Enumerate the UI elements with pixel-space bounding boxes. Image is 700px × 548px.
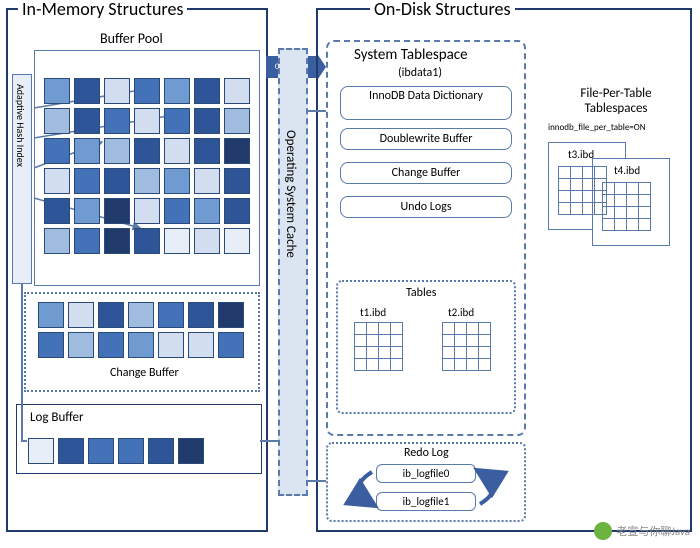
buffer-cell [104, 138, 130, 164]
t1-ibd: t1.ibd [360, 306, 386, 319]
buffer-cell [38, 302, 64, 328]
redo-arrows [336, 458, 516, 518]
buffer-cell [178, 438, 204, 464]
sys-ts-title: System Tablespace [354, 46, 468, 64]
buffer-cell [74, 78, 100, 104]
undo-logs: Undo Logs [340, 196, 512, 218]
buffer-cell [188, 302, 214, 328]
os-cache-label: Operating System Cache [283, 130, 298, 258]
buffer-cell [164, 108, 190, 134]
buffer-cell [44, 108, 70, 134]
buffer-cell [134, 78, 160, 104]
buffer-cell [164, 168, 190, 194]
buffer-cell [224, 228, 250, 254]
buffer-cell [104, 78, 130, 104]
connector [21, 400, 23, 440]
buffer-cell [104, 198, 130, 224]
buffer-cell [194, 198, 220, 224]
on-disk-title: On-Disk Structures [370, 0, 515, 20]
buffer-pool-title: Buffer Pool [100, 30, 163, 47]
buffer-cell [134, 168, 160, 194]
buffer-cell [134, 138, 160, 164]
buffer-cell [164, 78, 190, 104]
buffer-cell [88, 438, 114, 464]
buffer-cell [74, 108, 100, 134]
t2-ibd: t2.ibd [448, 306, 474, 319]
buffer-cell [128, 332, 154, 358]
connector [21, 440, 27, 442]
connector [308, 480, 326, 482]
buffer-cell [194, 168, 220, 194]
t3-ibd: t3.ibd [568, 148, 594, 161]
buffer-cell [58, 438, 84, 464]
buffer-cell [44, 78, 70, 104]
sys-change-buffer: Change Buffer [340, 162, 512, 184]
watermark: 老宣与你聊Java [594, 522, 690, 540]
buffer-cell [224, 198, 250, 224]
innodb-data-dictionary: InnoDB Data Dictionary [340, 86, 512, 120]
buffer-cell [98, 302, 124, 328]
buffer-cell [224, 168, 250, 194]
buffer-cell [44, 228, 70, 254]
buffer-cell [68, 332, 94, 358]
t4-ibd: t4.ibd [614, 164, 640, 177]
tables-label: Tables [406, 286, 436, 300]
buffer-cell [74, 168, 100, 194]
buffer-cell [134, 108, 160, 134]
in-memory-title: In-Memory Structures [18, 0, 187, 20]
buffer-cell [164, 228, 190, 254]
buffer-cell [28, 438, 54, 464]
connector [308, 110, 326, 112]
buffer-cell [224, 138, 250, 164]
doublewrite-buffer: Doublewrite Buffer [340, 128, 512, 150]
t4-grid [602, 182, 651, 231]
buffer-cell [134, 198, 160, 224]
buffer-cell [194, 78, 220, 104]
t1-grid [354, 322, 403, 371]
watermark-text: 老宣与你聊Java [616, 523, 690, 539]
connector [260, 440, 278, 442]
buffer-cell [104, 228, 130, 254]
buffer-cell [188, 332, 214, 358]
buffer-cell [218, 302, 244, 328]
buffer-cell [74, 198, 100, 224]
buffer-cell [194, 138, 220, 164]
connector [21, 284, 23, 402]
buffer-cell [68, 302, 94, 328]
os-cache-box [278, 48, 308, 496]
buffer-cell [74, 138, 100, 164]
buffer-cell [164, 198, 190, 224]
ahi-label: Adaptive Hash Index [14, 84, 27, 167]
buffer-cell [158, 332, 184, 358]
buffer-cell [194, 108, 220, 134]
buffer-cell [74, 228, 100, 254]
buffer-cell [218, 332, 244, 358]
innodb-fpt-setting: innodb_file_per_table=ON [548, 122, 646, 133]
change-buffer-label: Change Buffer [110, 366, 179, 380]
buffer-cell [104, 168, 130, 194]
ibdata1-label: (ibdata1) [398, 66, 442, 80]
buffer-cell [224, 108, 250, 134]
buffer-cell [104, 108, 130, 134]
buffer-cell [224, 78, 250, 104]
buffer-cell [164, 138, 190, 164]
buffer-cell [118, 438, 144, 464]
watermark-icon [594, 522, 612, 540]
buffer-cell [44, 198, 70, 224]
buffer-cell [158, 302, 184, 328]
file-per-table-title: File-Per-Table Tablespaces [556, 86, 676, 116]
buffer-cell [44, 168, 70, 194]
log-buffer-title: Log Buffer [30, 410, 84, 425]
buffer-cell [98, 332, 124, 358]
t2-grid [442, 322, 491, 371]
buffer-cell [134, 228, 160, 254]
buffer-cell [194, 228, 220, 254]
t3-grid [558, 166, 607, 215]
buffer-cell [38, 332, 64, 358]
buffer-cell [128, 302, 154, 328]
buffer-cell [44, 138, 70, 164]
buffer-cell [148, 438, 174, 464]
